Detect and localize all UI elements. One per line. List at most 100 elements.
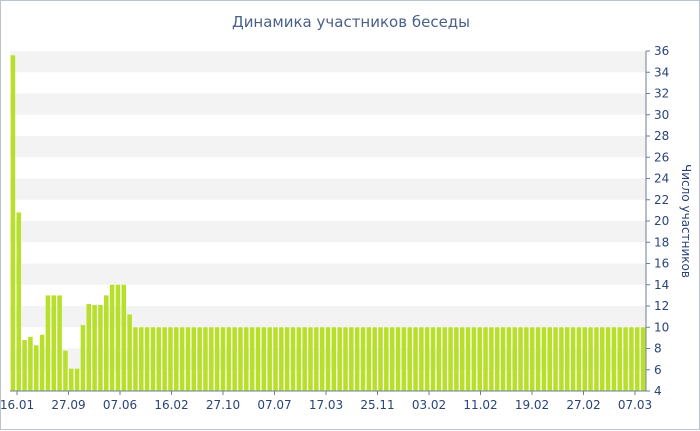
bar: [168, 327, 173, 391]
bar: [459, 327, 465, 391]
bar: [424, 327, 430, 391]
bar: [244, 327, 249, 391]
bar: [512, 327, 517, 391]
bar: [640, 327, 646, 391]
grid-band: [10, 51, 646, 73]
bar: [454, 327, 459, 391]
x-tick-label: 25.11: [360, 398, 394, 412]
chart-title: Динамика участников беседы: [231, 13, 471, 31]
y-tick-label: 6: [654, 363, 662, 377]
bar: [226, 327, 232, 391]
bar: [500, 327, 506, 391]
x-tick-labels: 16.01 27.09 07.06 16.02 27.10 07.07 17.03 25.11…: [1, 398, 652, 412]
y-tick-label: 22: [654, 193, 669, 207]
bar: [203, 327, 208, 391]
grid-bands: [10, 51, 646, 370]
y-tick-label: 26: [654, 150, 669, 164]
bar: [395, 327, 401, 391]
bar: [465, 327, 471, 391]
bar: [308, 327, 313, 391]
x-tick-label: 19.02: [515, 398, 549, 412]
x-tick-label: 07.07: [257, 398, 291, 412]
bar: [599, 327, 605, 391]
y-tick-label: 4: [654, 384, 662, 398]
grid-band: [10, 178, 646, 200]
bar: [576, 327, 582, 391]
bar: [617, 327, 623, 391]
y-tick-label: 32: [654, 87, 669, 101]
bar: [535, 327, 541, 391]
x-tick-label: 27.09: [51, 398, 85, 412]
y-tick-label: 12: [654, 299, 669, 313]
bar: [419, 327, 424, 391]
bar: [529, 327, 535, 391]
bars: [10, 55, 646, 392]
bar: [489, 327, 494, 391]
bar: [547, 327, 552, 391]
bar: [494, 327, 500, 391]
y-tick-label: 34: [654, 65, 669, 79]
bar: [564, 327, 570, 391]
bar: [401, 327, 407, 391]
bar: [506, 327, 512, 391]
bar: [337, 327, 342, 391]
bar: [121, 284, 127, 391]
bar: [57, 295, 62, 392]
bar: [553, 327, 558, 391]
bar: [150, 327, 156, 391]
bar: [267, 327, 272, 391]
bar: [378, 327, 383, 391]
bar: [629, 327, 634, 391]
bar: [139, 327, 144, 391]
bar: [10, 55, 16, 391]
bar: [477, 327, 482, 391]
bar: [63, 350, 68, 392]
bar: [45, 295, 51, 392]
axes: [10, 50, 650, 395]
bar: [22, 340, 27, 391]
bar: [162, 327, 167, 391]
bar: [570, 327, 576, 391]
x-tick-label: 11.02: [463, 398, 497, 412]
bar: [541, 327, 547, 391]
grid-band: [10, 263, 646, 285]
bar: [518, 327, 523, 391]
bar: [127, 314, 132, 391]
bar: [185, 327, 191, 391]
y-tick-label: 24: [654, 172, 669, 186]
bar: [611, 327, 617, 391]
bar: [372, 327, 377, 391]
bar: [559, 327, 564, 391]
bar: [384, 327, 389, 391]
bar: [209, 327, 214, 391]
bar: [39, 334, 45, 391]
bar: [296, 327, 302, 391]
bar: [133, 327, 138, 391]
y-tick-label: 36: [654, 44, 669, 58]
bar: [255, 327, 261, 391]
y-tick-label: 8: [654, 342, 662, 356]
bar: [290, 327, 296, 391]
bar: [144, 327, 150, 391]
bar: [634, 327, 640, 391]
bar: [33, 345, 39, 391]
bar: [360, 327, 366, 391]
grid-band: [10, 93, 646, 115]
bar: [413, 327, 418, 391]
x-tick-label: 27.10: [206, 398, 240, 412]
bar: [325, 327, 331, 391]
bar: [605, 327, 611, 391]
bar: [109, 284, 115, 391]
bar: [588, 327, 593, 391]
grid-band: [10, 136, 646, 158]
x-tick-label: 07.03: [618, 398, 652, 412]
y-tick-labels: 4 6 8 10 12 14 16 18 20 22 24 26 28 30 32 34 36: [654, 44, 669, 398]
bar: [366, 327, 372, 391]
bar: [354, 327, 360, 391]
bar: [389, 327, 395, 391]
bar: [51, 295, 57, 392]
y-tick-label: 16: [654, 257, 669, 271]
bar: [68, 368, 74, 391]
